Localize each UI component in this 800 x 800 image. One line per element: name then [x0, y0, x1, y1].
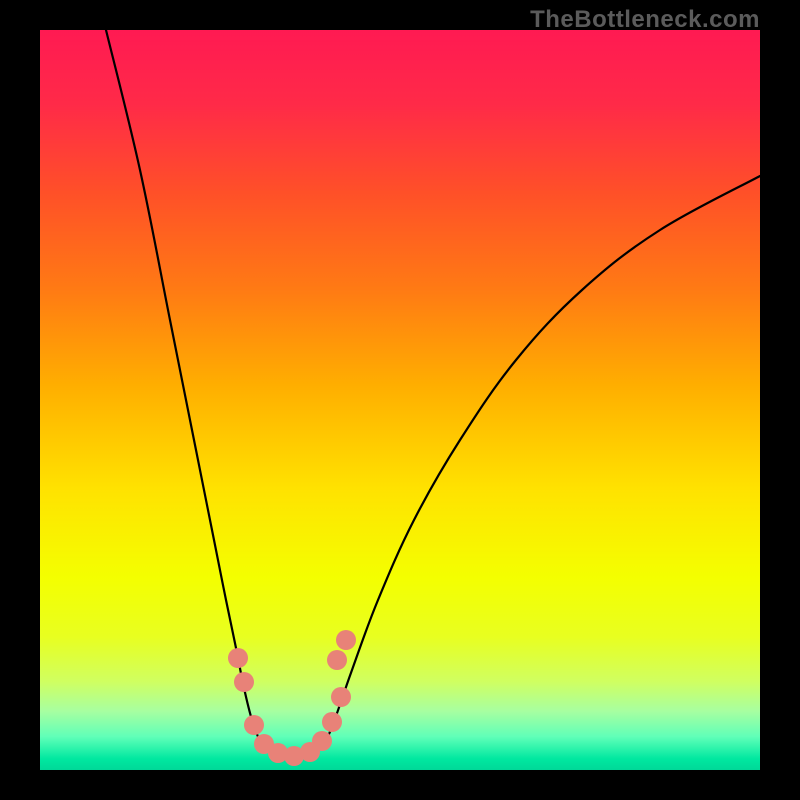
bottleneck-curve-chart: [0, 0, 800, 800]
frame-bottom: [0, 770, 800, 800]
data-marker-11: [336, 630, 356, 650]
frame-left: [0, 0, 40, 800]
data-marker-7: [312, 731, 332, 751]
plot-background: [40, 30, 760, 770]
watermark-text: TheBottleneck.com: [530, 6, 760, 34]
data-marker-1: [234, 672, 254, 692]
data-marker-9: [331, 687, 351, 707]
data-marker-10: [327, 650, 347, 670]
frame-right: [760, 0, 800, 800]
data-marker-8: [322, 712, 342, 732]
data-marker-0: [228, 648, 248, 668]
data-marker-2: [244, 715, 264, 735]
